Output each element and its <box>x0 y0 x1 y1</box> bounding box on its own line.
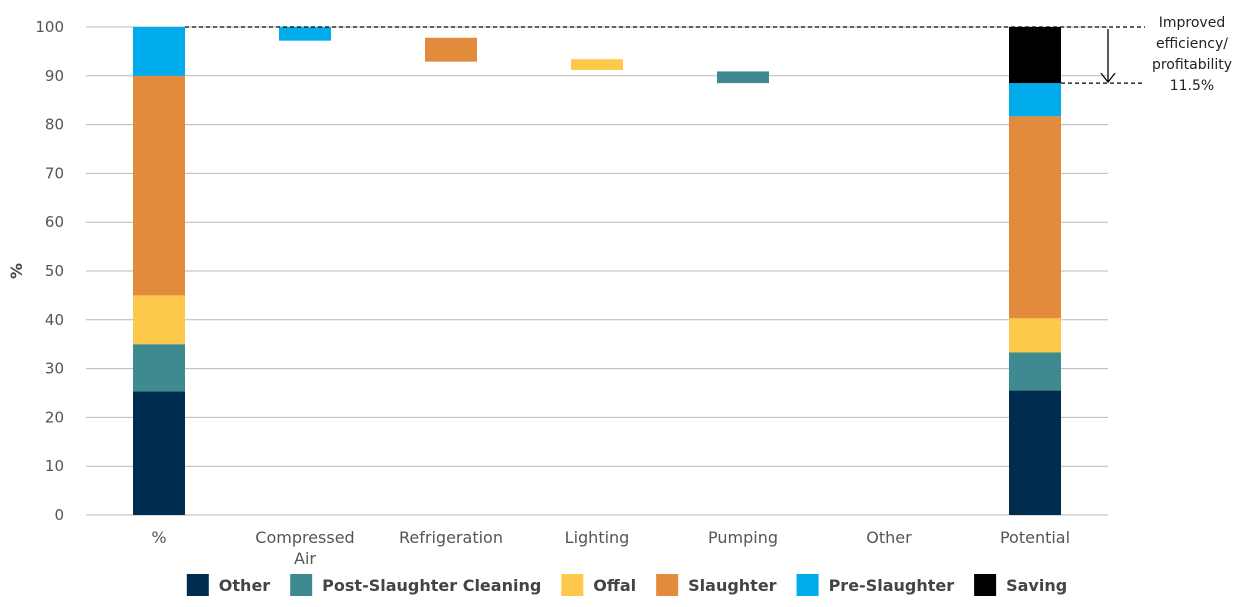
annotation-text-line: Improved <box>1159 15 1225 31</box>
bar-pumping <box>717 71 769 84</box>
legend-item-post-slaughter-cleaning: Post-Slaughter Cleaning <box>290 574 541 596</box>
bar-compressed-air <box>279 27 331 41</box>
bar-percent-offal <box>133 295 185 345</box>
legend-label: Saving <box>1006 576 1067 595</box>
y-tick-label: 70 <box>45 164 64 182</box>
x-tick-label: Lighting <box>565 528 630 547</box>
x-tick-label: Air <box>294 549 316 568</box>
x-tick-label: Pumping <box>708 528 778 547</box>
x-tick-label: Other <box>866 528 912 547</box>
reference-lines <box>185 26 1145 84</box>
y-tick-label: 0 <box>54 506 64 524</box>
y-tick-label: 100 <box>35 18 64 36</box>
bar-potential-offal <box>1009 318 1061 353</box>
x-axis-labels: % Compressed Air Refrigeration Lighting Pumpi… <box>151 528 1070 568</box>
legend-item-saving: Saving <box>974 574 1067 596</box>
legend-label: Slaughter <box>688 576 777 595</box>
annotation-text-line: profitability <box>1152 57 1232 73</box>
annotation-text-line: 11.5% <box>1170 78 1214 94</box>
legend-swatch <box>974 574 997 596</box>
bar-percent-slaughter <box>133 75 185 296</box>
x-tick-label: Compressed <box>255 528 354 547</box>
bars <box>133 27 1061 515</box>
bar-lighting <box>571 59 623 70</box>
annotation-text-line: efficiency/ <box>1156 36 1228 52</box>
bar-potential-slaughter <box>1009 116 1061 319</box>
y-tick-label: 10 <box>45 457 64 475</box>
y-tick-label: 60 <box>45 213 64 231</box>
legend-swatch <box>656 574 679 596</box>
y-tick-label: 40 <box>45 311 64 329</box>
y-tick-label: 30 <box>45 360 64 378</box>
bar-potential-saving <box>1009 27 1061 84</box>
grid-lines <box>86 26 1108 516</box>
bar-potential-other <box>1009 390 1061 515</box>
legend-swatch <box>796 574 819 596</box>
legend-label: Offal <box>593 576 636 595</box>
bar-refrigeration <box>425 37 477 62</box>
bar-percent-pre-slaughter <box>133 27 185 76</box>
bar-potential-post-slaughter-cleaning <box>1009 352 1061 391</box>
annotation-arrow-head <box>1100 72 1116 84</box>
y-tick-label: 50 <box>45 262 64 280</box>
x-tick-label: Potential <box>1000 528 1070 547</box>
bar-percent-post-slaughter-cleaning <box>133 344 185 392</box>
y-axis-ticks: 0 10 20 30 40 50 60 70 80 90 100 <box>35 18 64 524</box>
legend-item-slaughter: Slaughter <box>656 574 777 596</box>
bar-percent-other <box>133 391 185 515</box>
x-tick-label: Refrigeration <box>399 528 503 547</box>
legend-item-pre-slaughter: Pre-Slaughter <box>796 574 955 596</box>
legend-swatch <box>290 574 313 596</box>
y-tick-label: 20 <box>45 408 64 426</box>
annotation: Improved efficiency/profitability 11.5% <box>1100 15 1232 94</box>
legend-label: Other <box>219 576 270 595</box>
x-tick-label: % <box>151 528 166 547</box>
y-tick-label: 80 <box>45 116 64 134</box>
legend: Other Post-Slaughter Cleaning Offal Slaught… <box>186 574 1067 596</box>
legend-swatch <box>561 574 584 596</box>
y-tick-label: 90 <box>45 67 64 85</box>
y-axis-title: % <box>7 263 26 279</box>
legend-swatch <box>186 574 209 596</box>
legend-item-offal: Offal <box>561 574 636 596</box>
legend-item-other: Other <box>186 574 270 596</box>
bar-potential-pre-slaughter <box>1009 83 1061 117</box>
legend-label: Pre-Slaughter <box>829 576 955 595</box>
legend-label: Post-Slaughter Cleaning <box>322 576 541 595</box>
